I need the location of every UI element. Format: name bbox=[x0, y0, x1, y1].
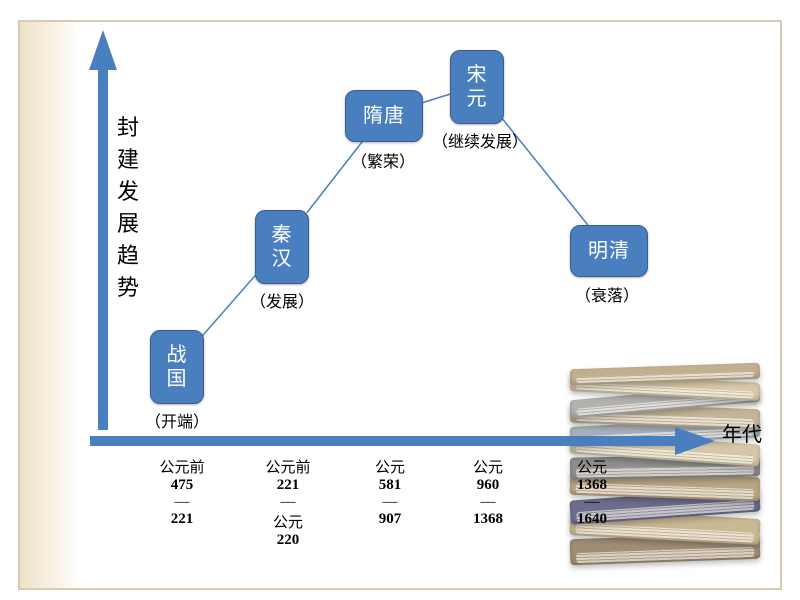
x-tick-end: 1640 bbox=[552, 511, 632, 528]
arrow-right-icon bbox=[675, 427, 715, 455]
y-axis-label-char: 势 bbox=[116, 270, 140, 302]
y-axis-label-char: 趋 bbox=[116, 238, 140, 270]
x-tick-0: 公元前475—221 bbox=[142, 456, 222, 528]
x-tick-end-prefix: 公元 bbox=[248, 511, 328, 532]
y-axis-shaft bbox=[98, 68, 108, 430]
x-tick-1: 公元前221—公元220 bbox=[248, 456, 328, 549]
node-caption-qinhan: （发展） bbox=[237, 288, 327, 312]
node-songyuan: 宋元 bbox=[450, 50, 504, 124]
node-suitang: 隋唐 bbox=[345, 90, 423, 142]
slide: 封建发展趋势 年代 战国 （开端） 秦汉 （发展） 隋唐 （繁荣） 宋元 （继续发展） 明清 （衰… bbox=[0, 0, 800, 600]
x-tick-start: 960 bbox=[448, 477, 528, 494]
x-tick-2: 公元581—907 bbox=[350, 456, 430, 528]
node-label-line: 隋唐 bbox=[363, 104, 405, 128]
x-tick-dash: — bbox=[248, 494, 328, 511]
x-axis-shaft bbox=[90, 436, 675, 446]
node-label-line: 战 bbox=[167, 343, 188, 367]
node-zhanguo: 战国 bbox=[150, 330, 204, 404]
x-tick-end: 1368 bbox=[448, 511, 528, 528]
x-tick-prefix: 公元 bbox=[552, 456, 632, 477]
x-tick-start: 221 bbox=[248, 477, 328, 494]
node-caption-mingqing: （衰落） bbox=[562, 282, 652, 306]
node-mingqing: 明清 bbox=[570, 225, 648, 277]
node-caption-suitang: （繁荣） bbox=[338, 148, 428, 172]
node-caption-songyuan: （继续发展） bbox=[420, 128, 540, 152]
x-tick-4: 公元1368—1640 bbox=[552, 456, 632, 528]
node-label-line: 明清 bbox=[588, 239, 630, 263]
x-tick-start: 581 bbox=[350, 477, 430, 494]
node-label-line: 汉 bbox=[272, 247, 293, 271]
y-axis-label-char: 发 bbox=[116, 174, 140, 206]
node-label-line: 秦 bbox=[272, 223, 293, 247]
y-axis-label: 封建发展趋势 bbox=[116, 110, 140, 302]
node-label-line: 元 bbox=[467, 87, 488, 111]
x-axis-label: 年代 bbox=[722, 418, 762, 447]
x-tick-start: 475 bbox=[142, 477, 222, 494]
y-axis-label-char: 封 bbox=[116, 110, 140, 142]
node-label-line: 宋 bbox=[467, 63, 488, 87]
node-caption-zhanguo: （开端） bbox=[132, 408, 222, 432]
x-tick-end: 221 bbox=[142, 511, 222, 528]
node-label-line: 国 bbox=[167, 367, 188, 391]
x-tick-prefix: 公元前 bbox=[248, 456, 328, 477]
x-tick-prefix: 公元 bbox=[448, 456, 528, 477]
x-tick-prefix: 公元 bbox=[350, 456, 430, 477]
x-tick-prefix: 公元前 bbox=[142, 456, 222, 477]
x-tick-end: 907 bbox=[350, 511, 430, 528]
x-tick-dash: — bbox=[350, 494, 430, 511]
arrow-up-icon bbox=[89, 30, 117, 70]
y-axis-label-char: 展 bbox=[116, 206, 140, 238]
x-tick-dash: — bbox=[142, 494, 222, 511]
x-tick-dash: — bbox=[552, 494, 632, 511]
x-tick-3: 公元960—1368 bbox=[448, 456, 528, 528]
x-tick-start: 1368 bbox=[552, 477, 632, 494]
y-axis-arrow bbox=[90, 30, 116, 430]
x-tick-end: 220 bbox=[248, 532, 328, 549]
left-shade bbox=[20, 22, 80, 588]
node-qinhan: 秦汉 bbox=[255, 210, 309, 284]
x-tick-dash: — bbox=[448, 494, 528, 511]
y-axis-label-char: 建 bbox=[116, 142, 140, 174]
